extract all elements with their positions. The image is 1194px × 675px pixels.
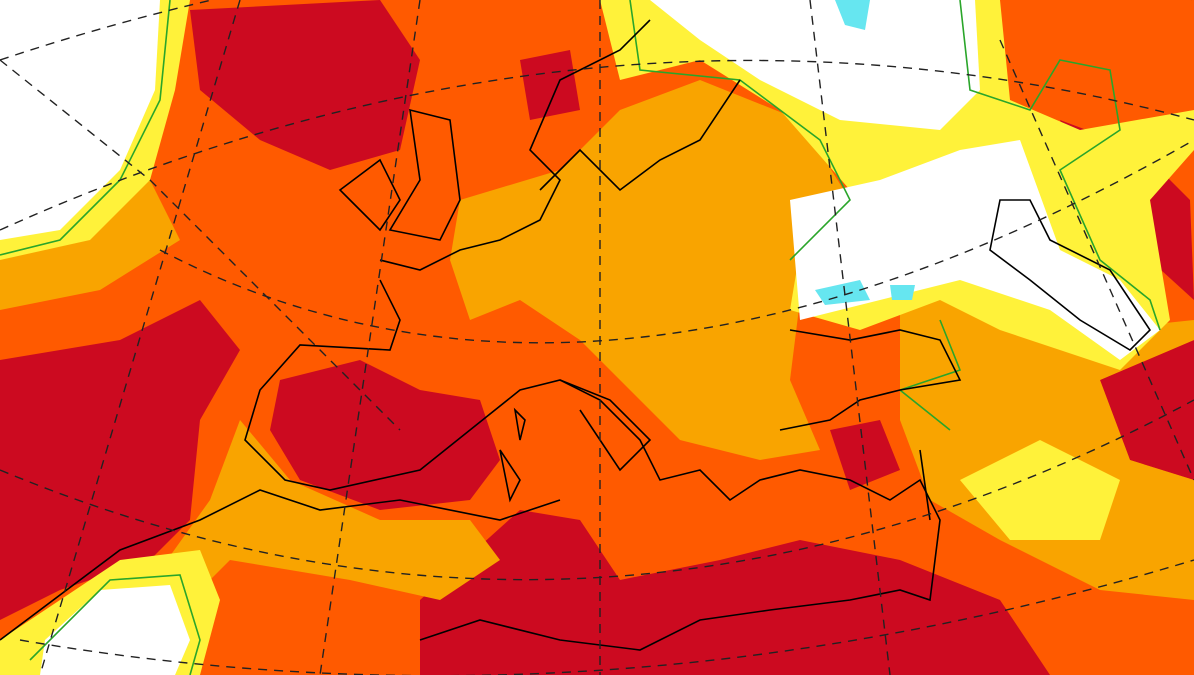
coastline xyxy=(338,158,401,232)
white-area xyxy=(40,585,190,675)
cyan-area xyxy=(835,0,870,30)
meridian xyxy=(39,0,241,675)
meridian xyxy=(319,0,421,675)
contour-line xyxy=(898,319,962,431)
dark-red-area xyxy=(190,0,420,170)
parallel xyxy=(0,399,1194,581)
dark-red-area xyxy=(520,50,580,120)
coastline xyxy=(779,329,962,431)
coastline xyxy=(244,279,941,651)
white-area xyxy=(0,0,160,240)
cyan-area xyxy=(815,280,915,305)
coastline xyxy=(379,19,651,271)
coastlines xyxy=(0,19,1152,651)
white-area xyxy=(790,140,1160,360)
orange-area xyxy=(160,420,500,600)
coastline xyxy=(388,108,461,241)
orange-area xyxy=(450,80,850,460)
yellow-area xyxy=(960,440,1120,540)
white-area xyxy=(650,0,980,130)
coastline xyxy=(919,449,931,521)
dark-red-area xyxy=(270,360,500,510)
contour-line xyxy=(629,0,851,261)
dark-red-area xyxy=(830,420,900,490)
dark-red-area xyxy=(1100,340,1194,480)
parallel xyxy=(0,0,1194,61)
dark-red-area xyxy=(0,300,240,620)
coastline xyxy=(499,407,526,503)
dark-red-area xyxy=(420,510,1050,675)
meridian xyxy=(809,0,891,675)
meridian xyxy=(999,39,1194,481)
meridian xyxy=(0,59,401,431)
coastline xyxy=(539,79,741,192)
coastline xyxy=(559,379,652,472)
orange-area xyxy=(0,180,180,310)
parallel xyxy=(0,59,1194,231)
contour-line xyxy=(29,574,201,675)
coastline xyxy=(0,489,561,641)
